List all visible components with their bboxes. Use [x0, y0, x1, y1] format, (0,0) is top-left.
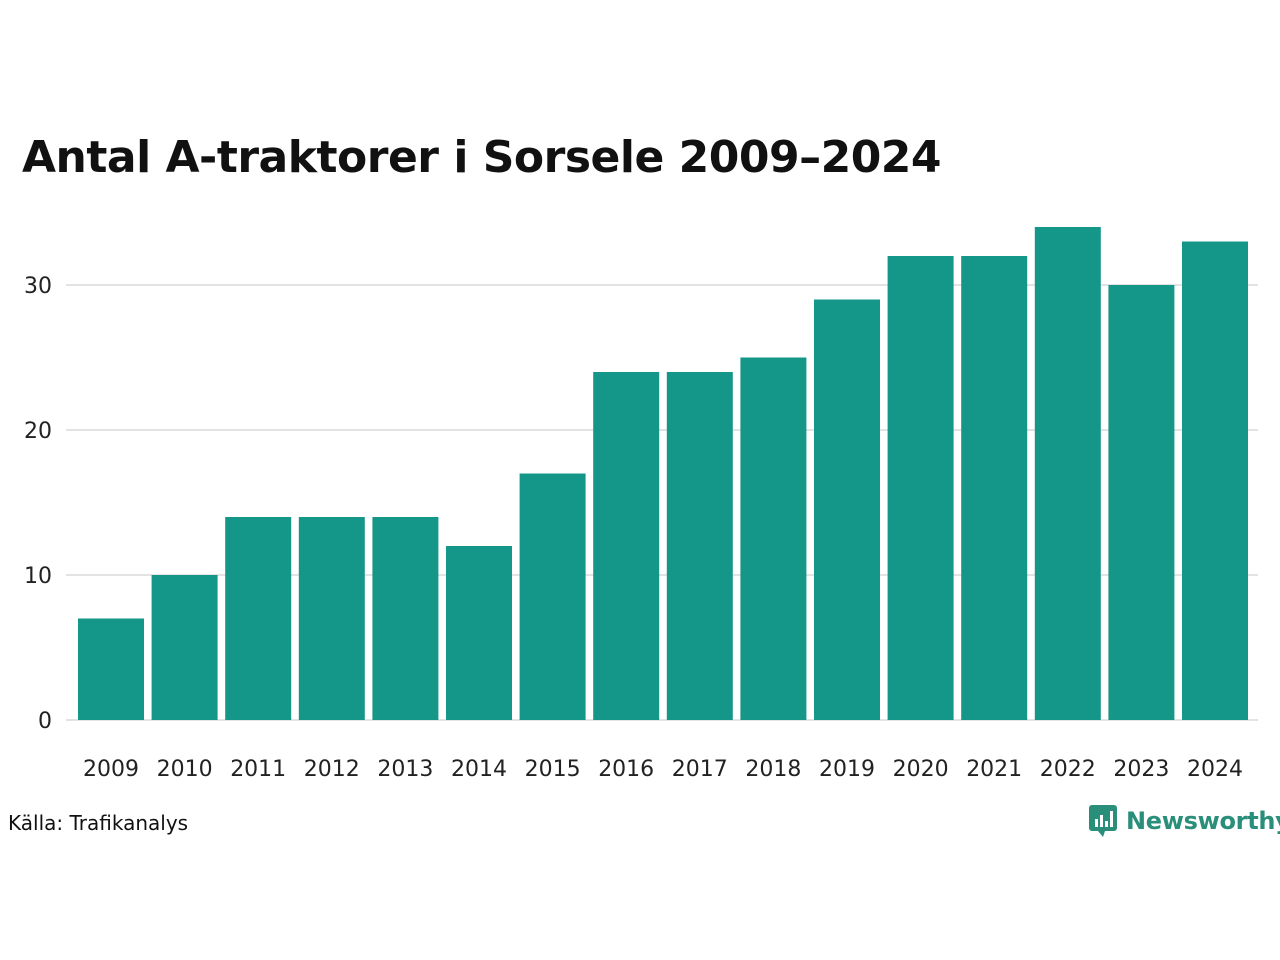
bar-2017 — [666, 372, 733, 720]
x-tick-label: 2015 — [525, 757, 581, 782]
bar-2021 — [961, 256, 1028, 720]
x-tick-label: 2013 — [377, 757, 433, 782]
y-tick-label: 0 — [38, 709, 52, 734]
bar-2010 — [151, 575, 218, 720]
x-tick-label: 2011 — [230, 757, 286, 782]
x-tick-label: 2020 — [893, 757, 949, 782]
chart-title: Antal A-traktorer i Sorsele 2009–2024 — [22, 132, 942, 183]
x-tick-label: 2022 — [1040, 757, 1096, 782]
x-tick-label: 2012 — [304, 757, 360, 782]
bar-2013 — [372, 517, 439, 720]
bar-2016 — [593, 372, 660, 720]
y-tick-label: 20 — [24, 419, 52, 444]
y-axis-ticks: 0 10 20 30 — [24, 274, 52, 734]
bar-2020 — [887, 256, 954, 720]
x-tick-label: 2016 — [598, 757, 654, 782]
bar-2019 — [814, 299, 880, 720]
x-tick-label: 2009 — [83, 757, 139, 782]
brand-logo[interactable]: Newsworthy — [1088, 804, 1280, 838]
bar-2018 — [740, 357, 807, 720]
bar-2022 — [1034, 227, 1101, 720]
bar-2014 — [446, 546, 512, 720]
x-tick-label: 2018 — [745, 757, 801, 782]
x-tick-label: 2019 — [819, 757, 875, 782]
bar-2024 — [1182, 241, 1248, 720]
x-tick-label: 2017 — [672, 757, 728, 782]
x-tick-label: 2024 — [1187, 757, 1243, 782]
y-tick-label: 10 — [24, 564, 52, 589]
x-tick-label: 2014 — [451, 757, 507, 782]
x-axis-ticks: 2009 2010 2011 2012 2013 2014 2015 2016 2017 2018… — [83, 757, 1243, 782]
brand-name: Newsworthy — [1126, 807, 1280, 835]
bar-2012 — [298, 517, 365, 720]
bar-2015 — [519, 473, 586, 720]
x-tick-label: 2023 — [1113, 757, 1169, 782]
y-tick-label: 30 — [24, 274, 52, 299]
source-note: Källa: Trafikanalys — [8, 811, 189, 835]
x-tick-label: 2021 — [966, 757, 1022, 782]
bar-2023 — [1108, 285, 1175, 720]
bars — [78, 227, 1248, 720]
x-tick-label: 2010 — [157, 757, 213, 782]
bar-2011 — [225, 517, 292, 720]
chart-bubble-icon — [1089, 805, 1117, 837]
bar-2009 — [78, 618, 144, 720]
